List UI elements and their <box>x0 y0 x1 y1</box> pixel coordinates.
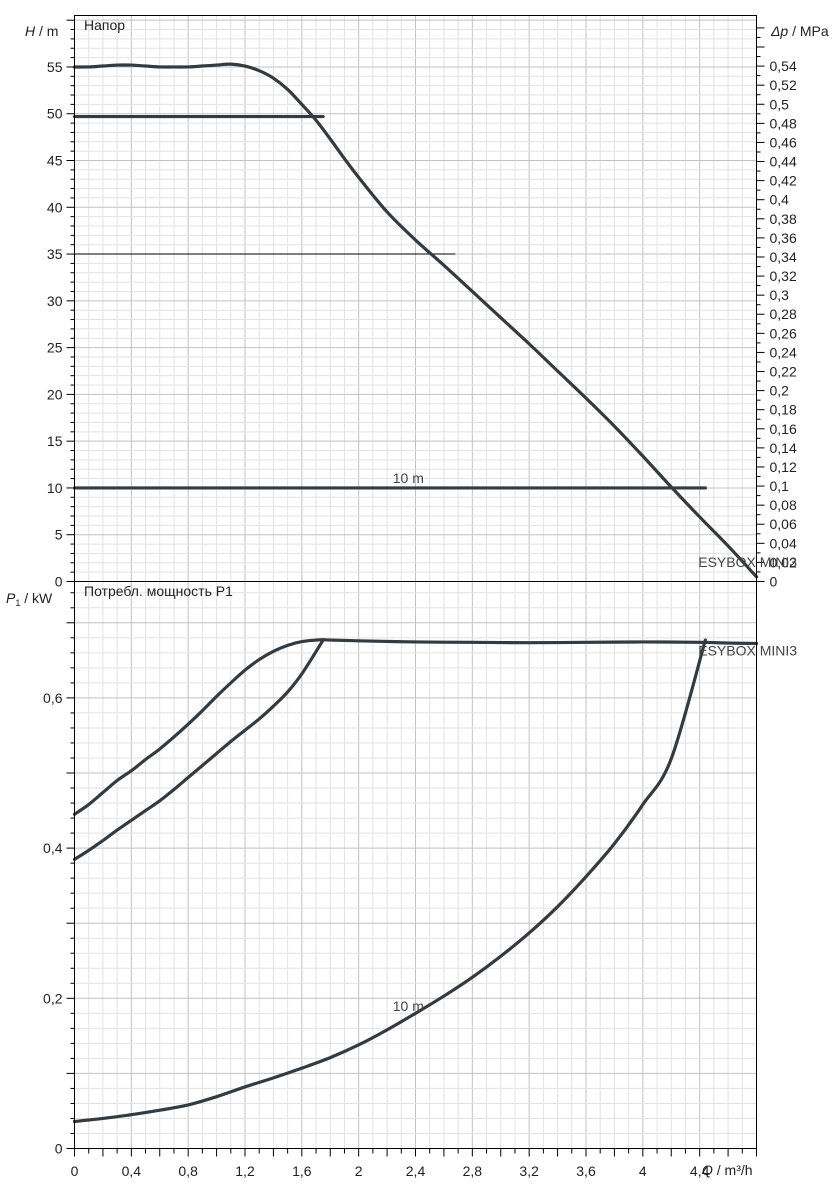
pressure-tick-label: 0,3 <box>770 287 790 303</box>
head-tick-label: 5 <box>55 527 63 543</box>
power-chart-title: Потребл. мощность P1 <box>84 583 233 599</box>
flow-tick-label: 1,6 <box>292 1163 312 1179</box>
head-curve-label: 10 m <box>393 470 424 486</box>
flow-tick-label: 0,4 <box>122 1163 142 1179</box>
power-tick-label: 0,2 <box>43 990 63 1006</box>
head-axis-label: H / m <box>25 23 58 39</box>
head-tick-label: 20 <box>47 386 63 402</box>
curves <box>72 62 759 1124</box>
head-tick-label: 55 <box>47 59 63 75</box>
power-curve-max-speed <box>72 638 759 816</box>
head-tick-label: 50 <box>47 106 63 122</box>
head-chart-title: Напор <box>84 17 125 33</box>
pressure-tick-label: 0,36 <box>770 230 797 246</box>
pressure-tick-label: 0,14 <box>770 440 797 456</box>
curve-labels: 10 m ESYBOX MINI3 10 m ESYBOX MINI3 <box>393 470 797 1014</box>
pressure-axis-label: Δp / MPa <box>770 23 829 39</box>
power-curve-label: 10 m <box>393 998 424 1014</box>
head-axis-unit: / m <box>35 23 58 39</box>
pressure-tick-label: 0,4 <box>770 192 790 208</box>
pressure-tick-label: 0,1 <box>770 478 790 494</box>
power-axis-symbol: P <box>6 590 16 606</box>
pressure-axis-symbol: Δp <box>770 23 788 39</box>
head-tick-label: 0 <box>55 574 63 590</box>
head-curve-max-speed <box>72 62 759 579</box>
head-tick-label: 10 <box>47 480 63 496</box>
head-tick-label: 25 <box>47 340 63 356</box>
power-chart-frame <box>74 581 757 1149</box>
flow-axis-label: Q / m³/h <box>702 1162 753 1178</box>
pressure-tick-label: 0,5 <box>770 96 790 112</box>
head-axis-symbol: H <box>25 23 36 39</box>
pressure-axis-unit: / MPa <box>788 23 829 39</box>
flow-tick-label: 4,4 <box>690 1163 710 1179</box>
power-tick-label: 0,6 <box>43 690 63 706</box>
power-axis-label: P1 / kW <box>6 590 53 608</box>
pressure-tick-label: 0,34 <box>770 249 797 265</box>
pressure-tick-label: 0,04 <box>770 535 797 551</box>
pressure-tick-label: 0,52 <box>770 77 797 93</box>
flow-tick-label: 0 <box>71 1163 79 1179</box>
head-tick-label: 35 <box>47 246 63 262</box>
pressure-tick-label: 0,48 <box>770 115 797 131</box>
power-axis-subscript: 1 <box>15 598 20 608</box>
flow-tick-label: 1,2 <box>235 1163 255 1179</box>
head-chart-grid <box>74 15 757 582</box>
pressure-tick-label: 0,12 <box>770 459 797 475</box>
power-tick-label: 0 <box>55 1141 63 1157</box>
power-curve-constant-pressure <box>72 638 325 861</box>
pressure-tick-label: 0,46 <box>770 134 797 150</box>
pressure-tick-label: 0,44 <box>770 154 797 170</box>
flow-tick-label: 2 <box>355 1163 363 1179</box>
pressure-tick-label: 0,02 <box>770 554 797 570</box>
pressure-tick-label: 0,42 <box>770 173 797 189</box>
pressure-tick-label: 0,06 <box>770 516 797 532</box>
power-axis-unit: / kW <box>20 590 53 606</box>
flow-tick-label: 2,8 <box>463 1163 483 1179</box>
head-curve-label: ESYBOX MINI3 <box>698 554 797 570</box>
pressure-tick-label: 0,08 <box>770 497 797 513</box>
pressure-tick-label: 0,18 <box>770 402 797 418</box>
pressure-tick-label: 0,38 <box>770 211 797 227</box>
head-tick-label: 40 <box>47 199 63 215</box>
head-tick-label: 45 <box>47 153 63 169</box>
flow-tick-label: 0,8 <box>178 1163 198 1179</box>
head-tick-label: 30 <box>47 293 63 309</box>
power-tick-label: 0,4 <box>43 840 63 856</box>
pressure-tick-label: 0 <box>770 574 778 590</box>
pressure-tick-label: 0,26 <box>770 325 797 341</box>
power-curve-label: ESYBOX MINI3 <box>698 643 797 659</box>
flow-axis-symbol: Q <box>702 1162 713 1178</box>
pressure-tick-label: 0,54 <box>770 58 797 74</box>
axis-ticks: 051015202530354045505500,020,040,060,080… <box>43 19 797 1179</box>
power-chart-grid <box>74 581 757 1149</box>
flow-tick-label: 2,4 <box>406 1163 426 1179</box>
flow-tick-label: 3,6 <box>576 1163 596 1179</box>
pressure-tick-label: 0,2 <box>770 383 790 399</box>
pressure-tick-label: 0,32 <box>770 268 797 284</box>
pressure-tick-label: 0,22 <box>770 364 797 380</box>
flow-axis-unit: / m³/h <box>713 1162 753 1178</box>
flow-tick-label: 3,2 <box>519 1163 539 1179</box>
power-curve-10m <box>72 638 707 1124</box>
pressure-tick-label: 0,24 <box>770 344 797 360</box>
head-tick-label: 15 <box>47 433 63 449</box>
pressure-tick-label: 0,28 <box>770 306 797 322</box>
flow-tick-label: 4 <box>639 1163 647 1179</box>
pressure-tick-label: 0,16 <box>770 421 797 437</box>
